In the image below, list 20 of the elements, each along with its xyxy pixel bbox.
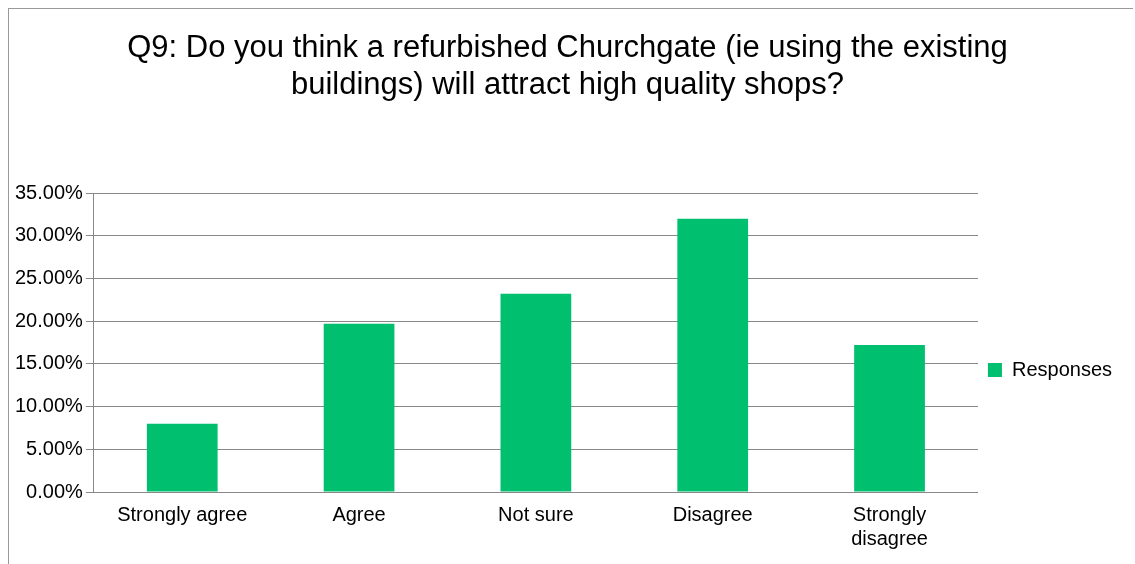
x-tick-label: Disagree — [672, 502, 753, 525]
y-tick-label: 5.00% — [26, 436, 84, 459]
y-tick-label: 30.00% — [14, 223, 84, 246]
y-tick-label: 25.00% — [14, 265, 84, 288]
bar — [323, 323, 395, 492]
bar — [854, 345, 925, 492]
y-tick-label: 10.00% — [14, 394, 84, 417]
bar — [677, 218, 749, 492]
legend-label: Responses — [1011, 357, 1112, 380]
y-tick-label: 20.00% — [14, 308, 84, 331]
y-tick-label: 15.00% — [14, 351, 84, 374]
y-tick-label: 35.00% — [14, 180, 84, 203]
x-tick-label: Not sure — [498, 502, 574, 525]
y-tick-label: 0.00% — [26, 479, 84, 502]
x-tick-label: Strongly agree — [117, 502, 248, 525]
x-tick-label: Strongly disagree — [851, 502, 928, 549]
x-tick-label: Agree — [332, 502, 386, 525]
bar — [500, 293, 572, 492]
bar — [146, 423, 218, 492]
chart-title: Q9: Do you think a refurbished Churchgate (ie using the existing buildings) will attract high quality shops? — [126, 28, 1009, 102]
